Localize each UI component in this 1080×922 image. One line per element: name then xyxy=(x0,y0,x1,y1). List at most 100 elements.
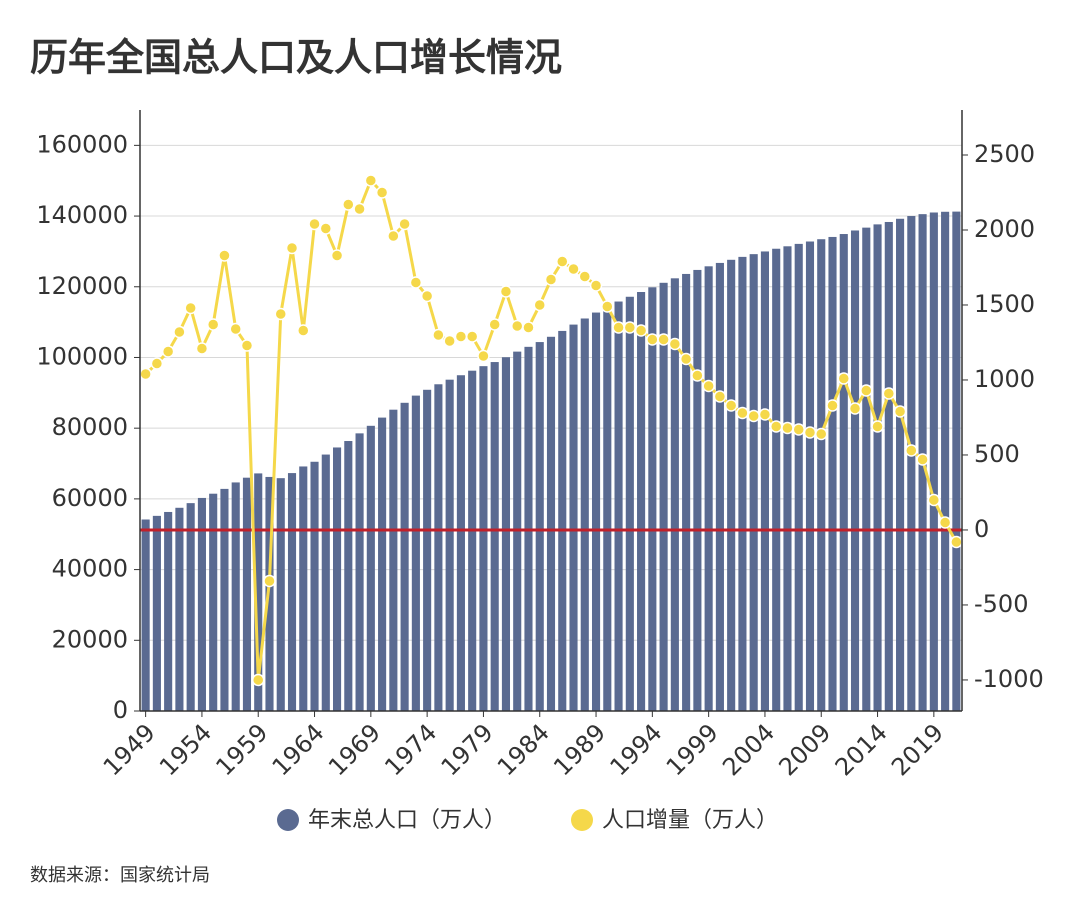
point xyxy=(860,384,873,397)
point xyxy=(184,301,197,315)
point xyxy=(308,217,321,231)
point xyxy=(702,379,715,393)
point xyxy=(387,229,400,243)
chart-title: 历年全国总人口及人口增长情况 xyxy=(30,36,562,80)
bar xyxy=(287,473,297,711)
x-tick-label: 2009 xyxy=(773,718,836,781)
bar xyxy=(456,375,465,711)
bar xyxy=(310,461,319,711)
x-tick-label: 1954 xyxy=(154,718,217,781)
point xyxy=(342,198,355,211)
bar xyxy=(749,254,758,712)
bar xyxy=(693,269,702,711)
x-tick-label: 1949 xyxy=(98,718,161,781)
bar xyxy=(445,379,454,711)
point xyxy=(195,342,209,355)
point xyxy=(319,222,333,235)
point xyxy=(736,406,749,420)
bar xyxy=(423,389,432,711)
bar xyxy=(389,409,398,711)
bar xyxy=(625,296,634,711)
point xyxy=(556,255,569,268)
bar xyxy=(242,477,252,711)
bar xyxy=(760,251,769,711)
point xyxy=(330,249,344,262)
x-tick-label: 1974 xyxy=(379,718,442,781)
point xyxy=(409,276,423,289)
point xyxy=(634,324,648,337)
bar xyxy=(794,243,803,711)
bar xyxy=(704,266,713,711)
bar xyxy=(276,478,285,711)
bar xyxy=(321,454,330,711)
x-tick-label: 2019 xyxy=(886,718,949,781)
point xyxy=(916,453,929,466)
legend-marker xyxy=(571,809,593,831)
bar xyxy=(839,234,848,711)
bar xyxy=(580,318,589,711)
bar xyxy=(164,511,173,711)
bar xyxy=(152,515,161,711)
point xyxy=(161,345,175,358)
point xyxy=(173,325,186,339)
point xyxy=(274,307,288,321)
y-tick-label: 140000 xyxy=(36,201,128,229)
bar xyxy=(828,236,837,711)
bar xyxy=(873,224,882,711)
point xyxy=(691,369,704,382)
y-tick-label: 60000 xyxy=(52,484,128,512)
bar xyxy=(468,370,477,711)
point xyxy=(612,321,625,334)
bar xyxy=(569,324,578,711)
bar xyxy=(501,357,511,711)
bar xyxy=(231,482,240,711)
bar xyxy=(209,493,218,711)
bar xyxy=(682,273,691,711)
y2-tick-label: 2000 xyxy=(974,215,1035,243)
bar xyxy=(929,212,938,712)
bar xyxy=(479,366,488,711)
point xyxy=(251,673,265,687)
y2-tick-label: 2500 xyxy=(974,140,1035,168)
legend-label: 人口增量（万人） xyxy=(602,808,778,833)
y2-tick-label: -1000 xyxy=(974,665,1044,693)
bar xyxy=(670,278,679,711)
point xyxy=(781,421,794,435)
x-tick-label: 2004 xyxy=(717,718,780,781)
bar xyxy=(941,211,950,711)
bar xyxy=(141,519,150,711)
bar xyxy=(715,262,724,711)
point xyxy=(522,321,535,334)
y2-tick-label: 1500 xyxy=(974,290,1035,318)
x-tick-label: 1964 xyxy=(267,718,330,781)
bar xyxy=(614,301,623,711)
bar xyxy=(220,488,229,711)
legend-marker xyxy=(277,809,299,831)
point xyxy=(567,262,580,276)
x-tick-label: 1984 xyxy=(492,718,555,781)
point xyxy=(510,319,524,333)
point xyxy=(398,217,411,231)
bar xyxy=(535,342,544,711)
x-tick-label: 1969 xyxy=(323,718,386,781)
point xyxy=(544,273,558,286)
point xyxy=(465,330,479,343)
point xyxy=(589,279,603,292)
bar xyxy=(411,395,420,711)
bar xyxy=(603,306,612,711)
point xyxy=(578,270,592,283)
legend-label: 年末总人口（万人） xyxy=(308,808,506,833)
point xyxy=(758,408,772,421)
point xyxy=(488,318,501,331)
point xyxy=(679,352,693,366)
point xyxy=(218,249,231,262)
x-tick-label: 1959 xyxy=(210,718,273,781)
x-tick-label: 1994 xyxy=(605,718,668,781)
point xyxy=(240,339,254,352)
y-tick-label: 120000 xyxy=(36,272,128,300)
point xyxy=(646,333,659,346)
point xyxy=(792,423,805,436)
bar xyxy=(783,246,792,711)
point xyxy=(477,349,490,363)
y2-tick-label: 1000 xyxy=(974,365,1035,393)
